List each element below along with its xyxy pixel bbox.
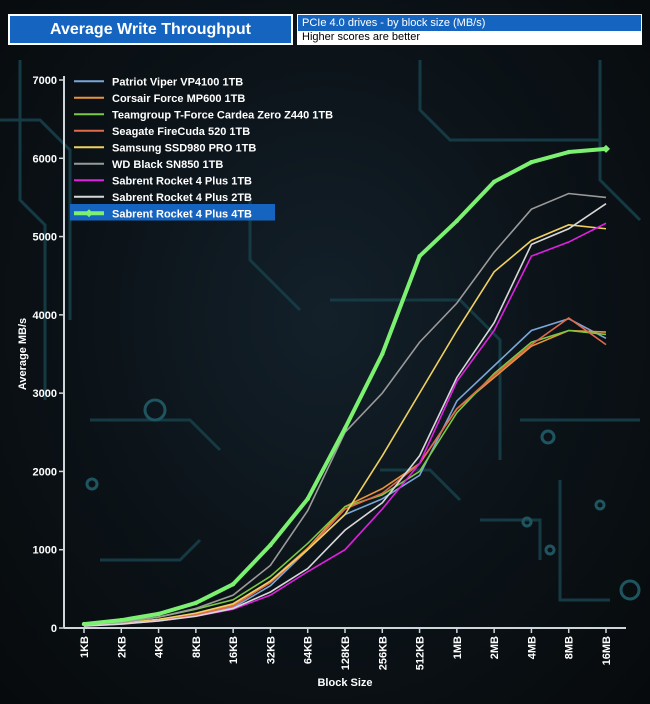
series-line-0 [83,317,607,627]
legend-label: Samsung SSD980 PRO 1TB [112,142,256,154]
series-line-7 [83,203,607,627]
circuit-node [544,544,556,556]
x-tick-label: 512KB [415,636,427,670]
x-axis-title: Block Size [317,677,372,689]
x-tick-label: 2KB [116,636,128,658]
data-point [342,426,348,431]
circuit-trace [380,468,462,502]
legend-highlight [70,204,275,221]
circuit-trace [418,60,600,142]
circuit-trace [558,480,610,602]
circuit-trace [598,60,642,222]
x-tick-label: 16MB [601,636,613,665]
data-point [193,600,199,606]
x-tick-label: 4KB [154,636,166,658]
series-line-5 [83,192,607,627]
circuit-node [521,516,533,528]
x-tick-label: 8MB [564,636,576,659]
x-tick-label: 16KB [228,636,240,664]
data-point [230,581,236,587]
circuit-trace [330,298,502,460]
circuit-node [143,398,167,422]
series-line-3 [83,317,607,627]
circuit-trace [480,518,542,560]
y-tick-label: 5000 [33,232,57,244]
data-point [268,542,273,548]
x-tick-label: 1MB [452,636,464,659]
data-point [380,351,385,357]
legend-label: Sabrent Rocket 4 Plus 4TB [112,208,252,220]
data-point [491,179,497,184]
series-line-2 [83,329,607,626]
chart-title-text: Average Write Throughput [50,20,251,38]
end-marker [602,144,610,153]
circuit-trace [100,538,202,562]
data-point [529,160,534,165]
x-tick-label: 256KB [377,636,389,670]
data-point [454,218,460,224]
circuit-trace [90,418,222,452]
y-axis-title: Average MB/s [17,318,29,390]
y-tick-label: 1000 [33,545,57,557]
chart-subtitle: PCIe 4.0 drives - by block size (MB/s) [298,15,641,31]
data-point [417,253,422,259]
x-tick-label: 64KB [303,636,315,664]
legend-label: Sabrent Rocket 4 Plus 2TB [112,192,252,204]
series-line-1 [83,329,607,627]
y-tick-label: 7000 [33,75,57,87]
x-tick-label: 32KB [265,636,277,664]
chart-subtitle-box: PCIe 4.0 drives - by block size (MB/s) H… [297,14,642,45]
y-tick-label: 3000 [33,388,57,400]
series-line-4 [83,224,607,627]
legend-label: Seagate FireCuda 520 1TB [112,126,250,138]
legend-label: WD Black SN850 1TB [112,159,223,171]
x-tick-label: 1KB [79,636,91,658]
legend-label: Sabrent Rocket 4 Plus 1TB [112,175,252,187]
circuit-node [85,477,99,491]
data-point [566,149,571,155]
chart-title: Average Write Throughput [8,14,293,45]
legend-marker [85,209,93,218]
y-tick-label: 4000 [33,310,57,322]
data-point [305,496,310,502]
data-point [119,617,124,623]
circuit-node [619,579,641,601]
legend-label: Teamgroup T-Force Cardea Zero Z440 1TB [112,109,333,121]
data-point [156,611,161,617]
y-tick-label: 2000 [33,466,57,478]
legend-label: Patriot Viper VP4100 1TB [112,76,243,88]
circuit-node [594,499,606,511]
x-tick-label: 128KB [340,636,352,670]
data-point [81,621,87,627]
circuit-trace [18,60,47,400]
x-tick-label: 4MB [526,636,538,659]
x-tick-label: 2MB [489,636,501,659]
y-tick-label: 6000 [33,153,57,165]
legend-label: Corsair Force MP600 1TB [112,93,245,105]
y-tick-label: 0 [51,623,57,635]
x-tick-label: 8KB [191,636,203,658]
chart-note: Higher scores are better [298,31,641,44]
circuit-node [540,429,556,445]
